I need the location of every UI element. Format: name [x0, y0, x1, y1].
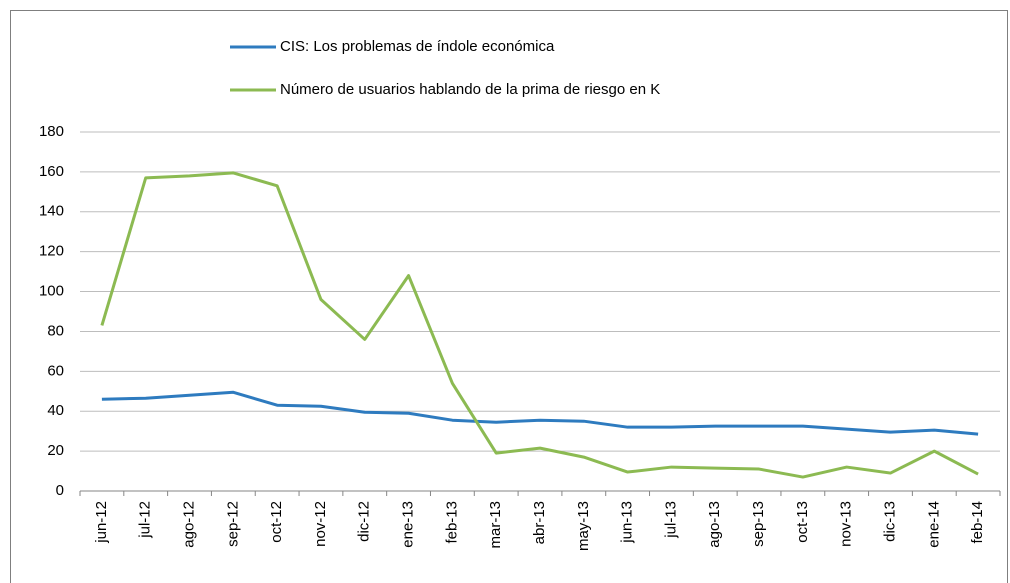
x-tick-label: jul-12 [137, 501, 154, 539]
legend-label: CIS: Los problemas de índole económica [280, 38, 555, 55]
x-tick-label: may-13 [575, 501, 592, 551]
x-tick-label: mar-13 [487, 501, 504, 549]
x-tick-label: oct-13 [794, 501, 811, 543]
x-tick-label: feb-14 [969, 501, 986, 544]
y-tick-label: 80 [47, 322, 64, 339]
y-tick-label: 140 [39, 203, 64, 220]
y-tick-label: 20 [47, 442, 64, 459]
x-tick-label: ene-14 [925, 501, 942, 548]
x-tick-label: sep-13 [750, 501, 767, 547]
y-tick-label: 0 [56, 482, 64, 499]
x-tick-label: nov-12 [312, 501, 329, 547]
x-tick-label: jun-13 [619, 501, 636, 544]
x-tick-label: ago-13 [706, 501, 723, 548]
chart-frame [10, 10, 1008, 583]
x-tick-label: nov-13 [838, 501, 855, 547]
series-line [101, 390, 979, 436]
x-tick-label: ene-13 [400, 501, 417, 548]
series-line [100, 171, 979, 479]
x-tick-label: jul-13 [662, 501, 679, 539]
x-tick-label: jun-12 [93, 501, 110, 544]
y-tick-label: 160 [39, 163, 64, 180]
x-tick-label: oct-12 [268, 501, 285, 543]
x-tick-label: dic-13 [881, 501, 898, 542]
x-tick-label: ago-12 [180, 501, 197, 548]
y-tick-label: 120 [39, 243, 64, 260]
y-tick-label: 180 [39, 123, 64, 140]
y-tick-label: 60 [47, 362, 64, 379]
x-tick-label: feb-13 [443, 501, 460, 544]
y-tick-label: 100 [39, 283, 64, 300]
x-tick-label: abr-13 [531, 501, 548, 544]
y-tick-label: 40 [47, 402, 64, 419]
x-tick-label: dic-12 [356, 501, 373, 542]
legend-label: Número de usuarios hablando de la prima … [280, 81, 660, 98]
x-tick-label: sep-12 [224, 501, 241, 547]
